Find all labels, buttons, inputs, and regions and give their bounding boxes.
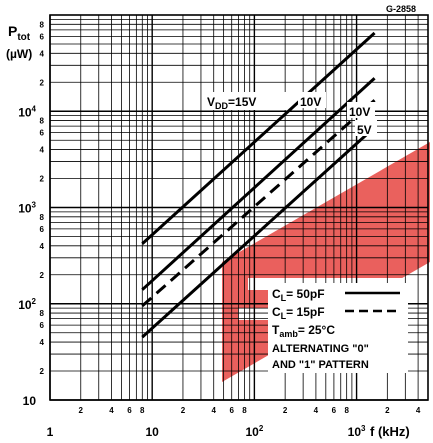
x-tick-minor-label: 6 <box>127 406 132 415</box>
y-axis-title-main: P <box>8 23 17 39</box>
y-tick-major-label: 103 <box>18 201 36 216</box>
y-tick-minor-label: 2 <box>40 78 45 87</box>
y-tick-minor-label: 8 <box>40 309 45 318</box>
x-tick-minor-label: 6 <box>332 406 337 415</box>
y-tick-minor-label: 4 <box>40 49 45 58</box>
x-tick-minor-label: 4 <box>314 406 319 415</box>
y-tick-minor-label: 8 <box>40 20 45 29</box>
y-tick-minor-label: 2 <box>40 367 45 376</box>
x-tick-minor-label: 8 <box>242 406 247 415</box>
legend-pattern-line1: ALTERNATING "0" <box>272 343 369 355</box>
legend-cl-50: CL= 50pF <box>272 287 325 303</box>
x-tick-minor-label: 4 <box>211 406 216 415</box>
y-axis-title: Ptot <box>8 23 31 43</box>
x-tick-major-label: 103 <box>348 424 366 439</box>
y-tick-minor-label: 8 <box>40 117 45 126</box>
series-line-4 <box>141 126 376 339</box>
x-axis-title: f (kHz) <box>370 424 410 439</box>
label-10v-lower: 10V <box>349 105 370 119</box>
y-tick-minor-label: 4 <box>40 146 45 155</box>
x-tick-minor-label: 2 <box>385 406 390 415</box>
series-layer <box>141 31 376 339</box>
figure-code: G-2858 <box>386 4 416 14</box>
y-tick-minor-label: 8 <box>40 213 45 222</box>
y-tick-major-label: 10 <box>23 394 37 408</box>
series-line-2 <box>141 77 376 291</box>
y-tick-minor-label: 6 <box>40 129 45 138</box>
vdd-label: VDD=15V <box>207 95 256 111</box>
series-line-1 <box>141 31 376 245</box>
y-tick-major-label: 104 <box>18 104 36 119</box>
y-tick-minor-label: 6 <box>40 225 45 234</box>
x-tick-minor-label: 8 <box>140 406 145 415</box>
y-axis-unit: (µW) <box>6 47 32 61</box>
legend-pattern-line2: AND "1" PATTERN <box>272 359 369 371</box>
y-tick-minor-label: 6 <box>40 321 45 330</box>
plot-frame <box>49 14 429 401</box>
vdd-annotation: VDD=15V <box>205 92 287 111</box>
x-tick-minor-label: 2 <box>79 406 84 415</box>
label-10v-upper: 10V <box>300 95 321 109</box>
x-tick-minor-label: 2 <box>181 406 186 415</box>
x-tick-major-label: 102 <box>245 424 263 439</box>
x-tick-major-label: 10 <box>146 425 160 439</box>
y-tick-minor-label: 6 <box>40 32 45 41</box>
label-5v: 5V <box>357 123 372 137</box>
x-tick-minor-label: 2 <box>283 406 288 415</box>
y-tick-minor-label: 4 <box>40 242 45 251</box>
x-tick-minor-label: 4 <box>109 406 114 415</box>
y-axis-title-sub: tot <box>17 32 30 43</box>
y-tick-major-label: 102 <box>18 297 36 312</box>
x-tick-minor-label: 6 <box>229 406 234 415</box>
legend-box: CL= 50pF CL= 15pF Tamb= 25°C ALTERNATING… <box>268 283 408 373</box>
y-tick-minor-label: 2 <box>40 271 45 280</box>
legend-tamb: Tamb= 25°C <box>272 323 335 339</box>
series-line-3 <box>141 99 376 308</box>
x-tick-minor-label: 4 <box>416 406 421 415</box>
y-tick-minor-label: 4 <box>40 338 45 347</box>
y-tick-minor-label: 2 <box>40 175 45 184</box>
legend-cl-15: CL= 15pF <box>272 305 325 321</box>
x-tick-minor-label: 8 <box>344 406 349 415</box>
x-tick-major-label: 1 <box>47 425 54 439</box>
